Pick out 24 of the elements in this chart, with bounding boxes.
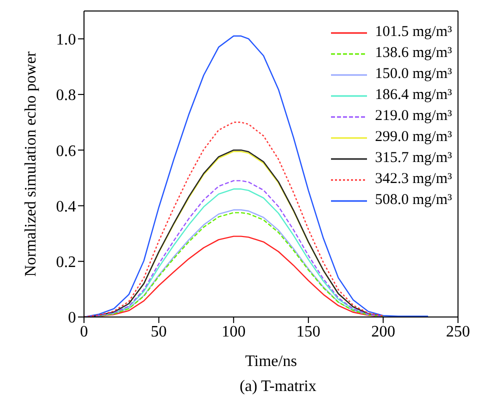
y-tick-label: 0.2 xyxy=(56,254,76,272)
y-axis-title: Normalized simulation echo power xyxy=(22,50,40,277)
legend-label: 299.0 mg/m³ xyxy=(375,128,452,147)
legend-label: 150.0 mg/m³ xyxy=(375,65,452,84)
x-tick-label: 200 xyxy=(371,323,396,340)
x-tick-label: 100 xyxy=(222,323,246,340)
x-tick-label: 0 xyxy=(80,323,88,340)
x-tick-label: 150 xyxy=(296,323,320,340)
y-tick-label: 0 xyxy=(68,310,76,327)
x-tick-label: 50 xyxy=(150,323,167,340)
y-tick-label: 0.4 xyxy=(56,198,76,216)
legend-label: 101.5 mg/m³ xyxy=(375,23,452,42)
y-tick-label: 0.8 xyxy=(56,87,76,104)
legend-label: 342.3 mg/m³ xyxy=(375,170,452,189)
legend-label: 508.0 mg/m³ xyxy=(375,191,452,210)
legend-label: 219.0 mg/m³ xyxy=(375,107,452,126)
x-axis-title: Time/ns xyxy=(245,353,297,370)
text: (a) T-matrix xyxy=(238,378,318,396)
y-tick-label: 0.6 xyxy=(56,142,76,160)
legend-label: 138.6 mg/m³ xyxy=(375,44,452,63)
legend-label: 186.4 mg/m³ xyxy=(375,86,452,105)
x-tick-label: 250 xyxy=(446,323,470,340)
y-tick-label: 1.0 xyxy=(56,32,76,48)
legend-label: 315.7 mg/m³ xyxy=(375,149,452,168)
